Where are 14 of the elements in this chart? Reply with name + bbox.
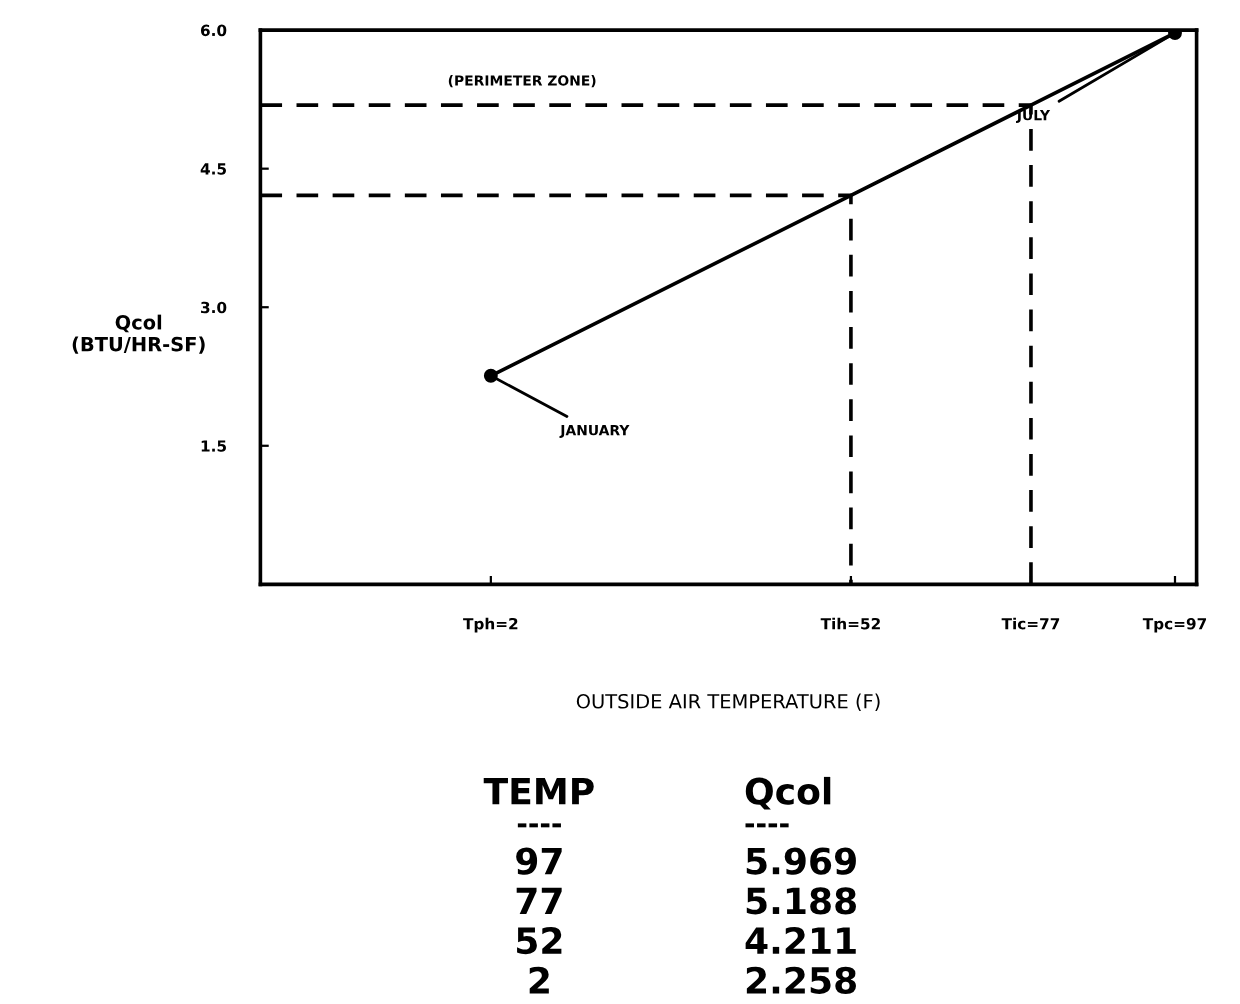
y-axis-title: Qcol (BTU/HR-SF) [72,314,205,354]
text: TEMP [483,778,594,805]
text: 5.188 [746,887,856,915]
text: ---- [517,823,561,828]
text: 2 [529,966,549,994]
text: 2.258 [746,966,856,994]
text: 77 [516,887,562,914]
text: 4.211 [745,926,856,954]
text: 97 [516,847,562,875]
x-axis-title: OUTSIDE AIR TEMPERATURE (F) [576,693,880,711]
text: 52 [517,926,562,955]
text: 5.969 [746,847,856,875]
text: ---- [745,823,789,828]
text: Qcol [745,776,831,810]
